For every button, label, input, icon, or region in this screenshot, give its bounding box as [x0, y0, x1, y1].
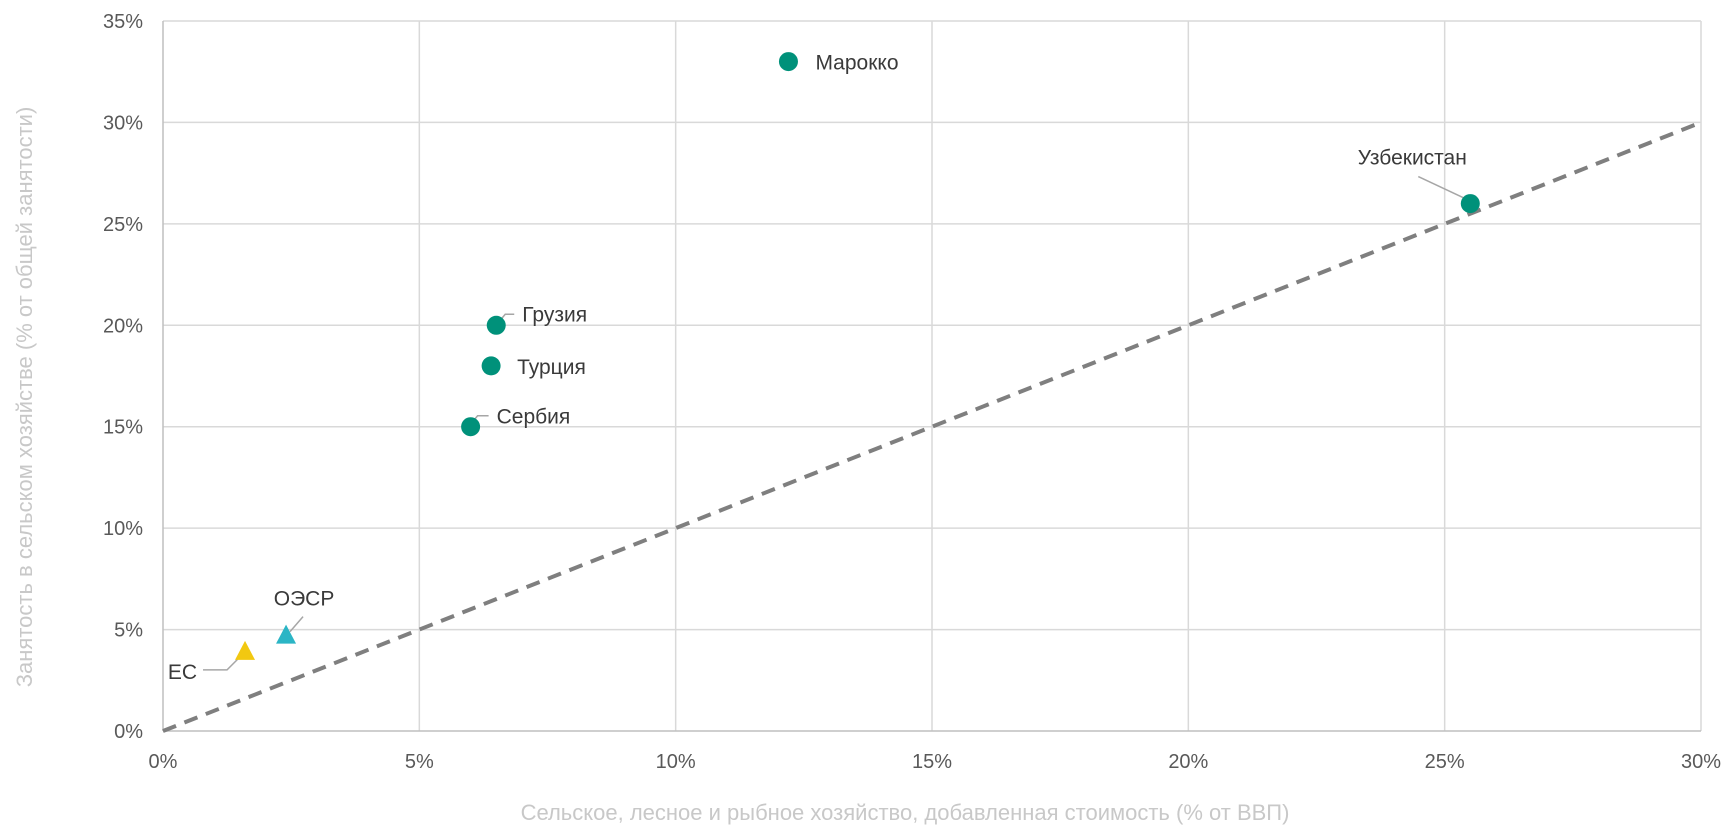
- y-axis-title: Занятость в сельском хозяйстве (% от общ…: [12, 107, 37, 688]
- leader-lines: [203, 175, 1468, 671]
- x-axis-title: Сельское, лесное и рыбное хозяйство, доб…: [521, 800, 1290, 825]
- leader-line: [203, 655, 242, 671]
- point-label: ЕС: [168, 661, 197, 684]
- y-tick-label: 5%: [114, 620, 143, 642]
- leader-line: [1417, 175, 1468, 201]
- grid-lines: [163, 20, 1702, 731]
- x-tick-label: 15%: [912, 751, 952, 773]
- point-label: Марокко: [815, 52, 898, 75]
- point-label: Узбекистан: [1358, 147, 1467, 170]
- y-tick-label: 0%: [114, 721, 143, 743]
- point-marker-circle: [778, 52, 798, 72]
- point-labels: Марокко Узбекистан Грузия Турция Сербия ОЭСР Е…: [168, 52, 1467, 684]
- point-label: Сербия: [497, 406, 571, 429]
- axes: [162, 21, 1701, 732]
- x-tick-label: 30%: [1681, 751, 1721, 773]
- point-label: Турция: [517, 356, 586, 379]
- tick-labels: 0% 5% 10% 15% 20% 25% 30% 35% 0% 5% 10% 15% 20% 25% 30…: [103, 11, 1721, 773]
- point-marker-circle: [486, 315, 506, 335]
- data-points: [235, 52, 1480, 660]
- x-tick-label: 10%: [656, 751, 696, 773]
- point-marker-circle: [1460, 194, 1480, 214]
- y-tick-label: 15%: [103, 417, 143, 439]
- point-marker-triangle: [235, 640, 256, 660]
- point-label: ОЭСР: [274, 588, 335, 611]
- point-label: Грузия: [522, 303, 587, 326]
- y-tick-label: 30%: [103, 112, 143, 134]
- leader-line: [289, 616, 304, 633]
- point-marker-triangle: [276, 624, 297, 644]
- x-tick-label: 5%: [405, 751, 434, 773]
- x-tick-label: 0%: [149, 751, 178, 773]
- y-tick-label: 25%: [103, 214, 143, 236]
- point-marker-circle: [461, 417, 481, 437]
- x-tick-label: 25%: [1425, 751, 1465, 773]
- y-tick-label: 20%: [103, 315, 143, 337]
- x-tick-label: 20%: [1168, 751, 1208, 773]
- point-marker-circle: [481, 356, 501, 376]
- y-tick-label: 10%: [103, 518, 143, 540]
- y-tick-label: 35%: [103, 11, 143, 33]
